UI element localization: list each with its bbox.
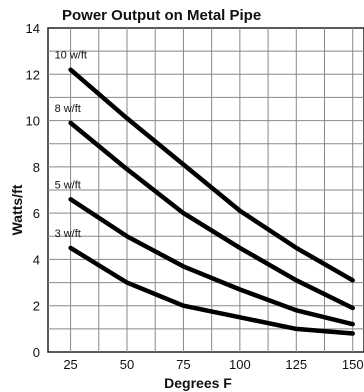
x-tick-label: 150 — [342, 357, 364, 372]
x-tick-label: 100 — [229, 357, 251, 372]
series-label: 10 w/ft — [55, 50, 87, 62]
series-line — [68, 120, 355, 311]
chart-title: Power Output on Metal Pipe — [62, 7, 261, 24]
series-label: 5 w/ft — [55, 179, 81, 191]
y-tick-label: 0 — [33, 345, 40, 360]
series-lines — [68, 67, 355, 336]
series-line — [68, 67, 355, 283]
y-tick-label: 2 — [33, 299, 40, 314]
x-tick-label: 125 — [285, 357, 307, 372]
y-tick-label: 4 — [33, 252, 40, 267]
series-labels: 10 w/ft 8 w/ft 5 w/ft 3 w/ft — [55, 50, 87, 240]
x-tick-label: 25 — [63, 357, 77, 372]
series-label: 8 w/ft — [55, 103, 81, 115]
x-axis-label: Degrees F — [164, 375, 232, 391]
y-tick-labels: 0 2 4 6 8 10 12 14 — [26, 21, 40, 360]
x-tick-label: 50 — [120, 357, 134, 372]
series-line — [68, 197, 355, 327]
x-tick-label: 75 — [176, 357, 190, 372]
x-tick-labels: 25 50 75 100 125 150 — [63, 357, 363, 372]
y-axis-label: Watts/ft — [9, 184, 25, 235]
y-tick-label: 10 — [26, 114, 40, 129]
grid — [47, 27, 364, 353]
y-tick-label: 12 — [26, 67, 40, 82]
y-tick-label: 6 — [33, 206, 40, 221]
series-label: 3 w/ft — [55, 228, 81, 240]
series-line — [68, 245, 355, 336]
y-tick-label: 8 — [33, 160, 40, 175]
y-tick-label: 14 — [26, 21, 40, 36]
